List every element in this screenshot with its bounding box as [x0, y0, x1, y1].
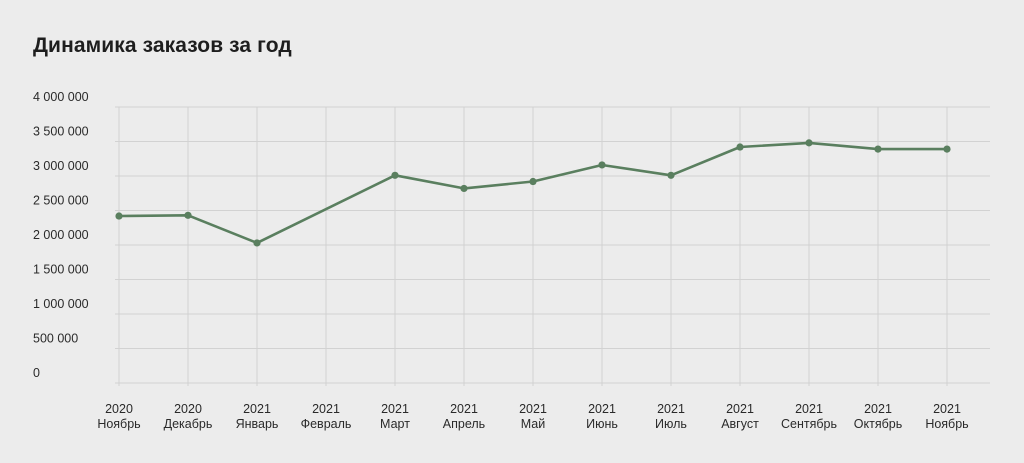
data-point	[115, 212, 123, 220]
y-tick-label: 500 000	[33, 332, 78, 346]
x-tick-year: 2021	[450, 402, 478, 416]
x-tick-month: Февраль	[301, 417, 352, 431]
x-tick-month: Сентябрь	[781, 417, 837, 431]
data-point	[460, 184, 468, 193]
chart-title: Динамика заказов за год	[33, 34, 292, 57]
x-tick-year: 2021	[588, 402, 616, 416]
data-point	[736, 143, 744, 151]
x-tick-month: Ноябрь	[97, 417, 140, 431]
x-tick-year: 2021	[381, 402, 409, 416]
x-tick-month: Август	[721, 417, 759, 431]
x-tick-month: Декабрь	[164, 417, 213, 431]
data-point	[667, 171, 675, 179]
x-tick-month: Январь	[236, 417, 279, 431]
x-tick-month: Июнь	[586, 417, 618, 431]
y-tick-label: 3 500 000	[33, 125, 89, 139]
x-tick-year: 2021	[312, 402, 340, 416]
x-tick-month: Март	[380, 417, 410, 431]
data-point	[253, 239, 261, 247]
x-tick-month: Июль	[655, 417, 687, 431]
y-tick-label: 2 000 000	[33, 228, 89, 242]
y-tick-label: 1 500 000	[33, 263, 89, 277]
x-tick-year: 2021	[795, 402, 823, 416]
y-tick-label: 4 000 000	[33, 90, 89, 104]
x-tick-year: 2020	[174, 402, 202, 416]
x-tick-year: 2021	[243, 402, 271, 416]
x-tick-year: 2020	[105, 402, 133, 416]
x-tick-year: 2021	[864, 402, 892, 416]
x-tick-month: Ноябрь	[925, 417, 968, 431]
y-tick-label: 3 000 000	[33, 159, 89, 173]
x-tick-month: Апрель	[443, 417, 485, 431]
data-point	[391, 171, 399, 179]
data-point	[184, 211, 192, 219]
x-tick-year: 2021	[519, 402, 547, 416]
data-point	[874, 145, 882, 153]
y-tick-label: 1 000 000	[33, 297, 89, 311]
series-line	[117, 141, 949, 245]
x-tick-year: 2021	[933, 402, 961, 416]
y-tick-label: 0	[33, 366, 40, 380]
x-tick-month: Май	[521, 417, 546, 431]
y-tick-label: 2 500 000	[33, 194, 89, 208]
x-tick-year: 2021	[657, 402, 685, 416]
x-tick-year: 2021	[726, 402, 754, 416]
x-tick-month: Октябрь	[854, 417, 902, 431]
data-point	[943, 145, 951, 153]
data-point	[529, 177, 537, 186]
data-point	[598, 161, 606, 169]
data-point	[805, 139, 813, 147]
